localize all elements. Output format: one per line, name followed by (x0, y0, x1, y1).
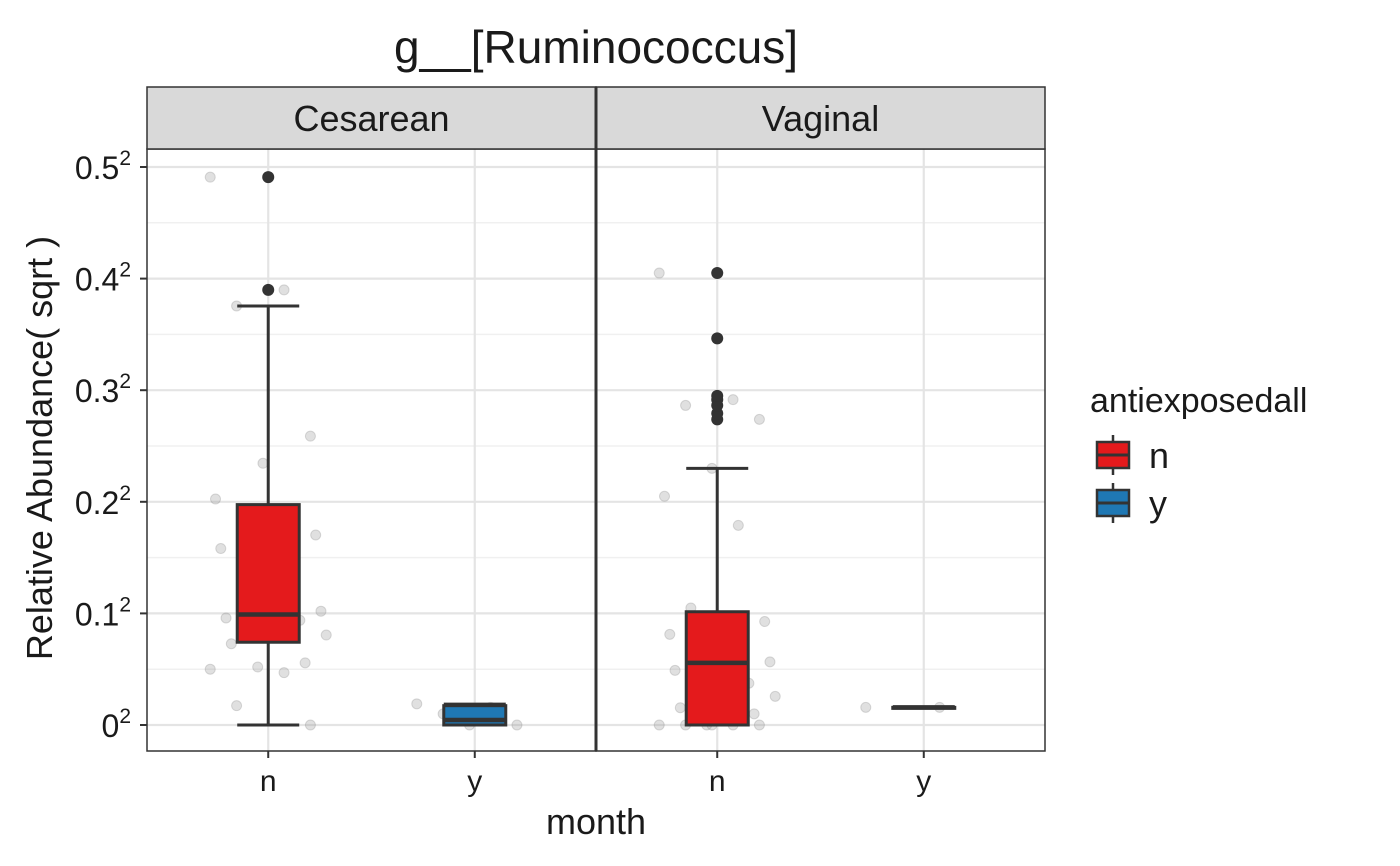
jitter-point (257, 457, 269, 469)
jitter-point (753, 413, 765, 425)
x-tick-label: n (709, 765, 726, 798)
boxplot-vaginal-y (860, 701, 957, 713)
panel-background (147, 149, 596, 751)
y-tick-label: 0.22 (75, 482, 131, 521)
jitter-point (653, 267, 665, 279)
panel-background (596, 149, 1045, 751)
boxplot-cesarean-y (411, 698, 523, 731)
y-tick-label: 0.12 (75, 593, 131, 632)
facet-strip (595, 86, 1046, 150)
outlier-point (262, 283, 275, 296)
jitter-point (320, 629, 332, 641)
jitter-point (204, 663, 216, 675)
x-axis-label: month (546, 801, 646, 842)
y-axis-label: Relative Abundance( sqrt ) (19, 236, 60, 660)
legend: antiexposedall ny (1090, 382, 1307, 524)
legend-key-y: y (1095, 483, 1167, 524)
jitter-point (674, 702, 686, 714)
jitter-point (659, 490, 671, 502)
facet-strip-label: Cesarean (293, 98, 449, 139)
boxplot-vaginal-n (653, 267, 781, 731)
jitter-point (299, 657, 311, 669)
x-tick-label: y (916, 765, 931, 798)
outlier-point (711, 389, 724, 402)
jitter-point (732, 519, 744, 531)
jitter-point (748, 708, 760, 720)
jitter-point (210, 493, 222, 505)
legend-key-n: n (1095, 435, 1169, 476)
chart-title: g__[Ruminococcus] (394, 21, 798, 73)
jitter-point (310, 529, 322, 541)
jitter-point (680, 399, 692, 411)
y-tick-label: 0.32 (75, 370, 131, 409)
jitter-point (315, 605, 327, 617)
jitter-point (860, 701, 872, 713)
jitter-point (220, 612, 232, 624)
jitter-point (653, 719, 665, 731)
jitter-point (278, 667, 290, 679)
panels-layer: n y Cesarean n y Vaginal 02 0.12 0.22 0.32 0.42 0.5… (75, 86, 1046, 798)
jitter-point (764, 656, 776, 668)
jitter-point (511, 719, 523, 731)
jitter-point (769, 690, 781, 702)
jitter-point (304, 430, 316, 442)
panel-vaginal: n y Vaginal (595, 86, 1046, 798)
legend-label: y (1149, 483, 1167, 524)
jitter-point (278, 284, 290, 296)
box-iqr (235, 503, 301, 644)
panel-cesarean: n y Cesarean (146, 86, 597, 798)
y-axis: 02 0.12 0.22 0.32 0.42 0.52 (75, 147, 147, 744)
y-tick-label: 02 (102, 705, 131, 744)
jitter-point (411, 698, 423, 710)
jitter-point (231, 700, 243, 712)
jitter-point (669, 664, 681, 676)
jitter-point (204, 171, 216, 183)
x-tick-label: n (260, 765, 277, 798)
x-tick-label: y (467, 765, 482, 798)
jitter-point (664, 628, 676, 640)
y-tick-label: 0.52 (75, 147, 131, 186)
legend-title: antiexposedall (1090, 382, 1307, 420)
outlier-point (711, 267, 724, 280)
box-iqr (684, 610, 750, 727)
outlier-point (711, 332, 724, 345)
jitter-point (225, 638, 237, 650)
facet-strip-label: Vaginal (762, 98, 879, 139)
legend-label: n (1149, 435, 1169, 476)
jitter-point (759, 616, 771, 628)
jitter-point (753, 719, 765, 731)
jitter-point (215, 543, 227, 555)
jitter-point (304, 719, 316, 731)
y-tick-label: 0.42 (75, 259, 131, 298)
outlier-point (262, 171, 275, 184)
jitter-point (252, 661, 264, 673)
boxplot-cesarean-n (204, 171, 332, 731)
jitter-point (727, 394, 739, 406)
